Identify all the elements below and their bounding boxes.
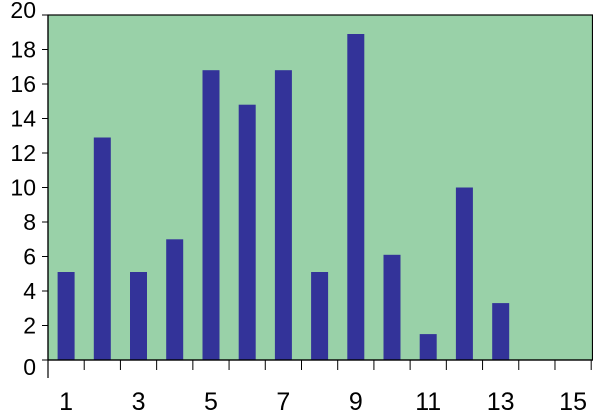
bar-12 bbox=[455, 187, 473, 360]
bars-group bbox=[57, 34, 510, 361]
y-tick-label: 16 bbox=[10, 71, 36, 97]
x-tick-label: 11 bbox=[415, 388, 441, 414]
x-tick-label: 3 bbox=[132, 388, 146, 414]
bar-7 bbox=[274, 70, 292, 360]
bar-9 bbox=[347, 34, 365, 360]
bar-2 bbox=[93, 137, 111, 360]
x-tick-label: 1 bbox=[59, 388, 73, 414]
y-tick-label: 4 bbox=[23, 278, 36, 304]
bar-3 bbox=[130, 272, 147, 360]
bar-10 bbox=[383, 254, 401, 360]
y-tick-label: 14 bbox=[10, 106, 36, 132]
x-tick-label: 13 bbox=[487, 388, 515, 414]
bar-8 bbox=[311, 272, 329, 360]
x-tick-label: 15 bbox=[559, 388, 587, 414]
y-tick-label: 10 bbox=[10, 175, 36, 201]
y-tick-label: 8 bbox=[23, 209, 36, 235]
bar-4 bbox=[166, 239, 184, 361]
y-axis-ticks: 0 2 4 6 8 10 12 14 16 18 20 bbox=[10, 0, 48, 380]
bar-5 bbox=[202, 70, 220, 360]
y-tick-label: 12 bbox=[10, 140, 36, 166]
y-tick-label: 6 bbox=[23, 244, 36, 270]
x-axis-ticks: 1 3 5 7 9 11 13 15 bbox=[59, 360, 592, 416]
bar-13 bbox=[492, 303, 510, 360]
y-tick-label: 18 bbox=[10, 37, 36, 63]
x-tick-label: 7 bbox=[276, 388, 290, 414]
bar-1 bbox=[57, 272, 75, 360]
bar-6 bbox=[238, 104, 256, 360]
y-tick-label: 20 bbox=[10, 0, 36, 23]
x-tick-label: 9 bbox=[349, 388, 363, 414]
x-tick-label: 5 bbox=[204, 388, 218, 414]
y-tick-label: 2 bbox=[23, 313, 36, 339]
bar-11 bbox=[419, 334, 437, 360]
y-tick-label: 0 bbox=[23, 354, 36, 380]
